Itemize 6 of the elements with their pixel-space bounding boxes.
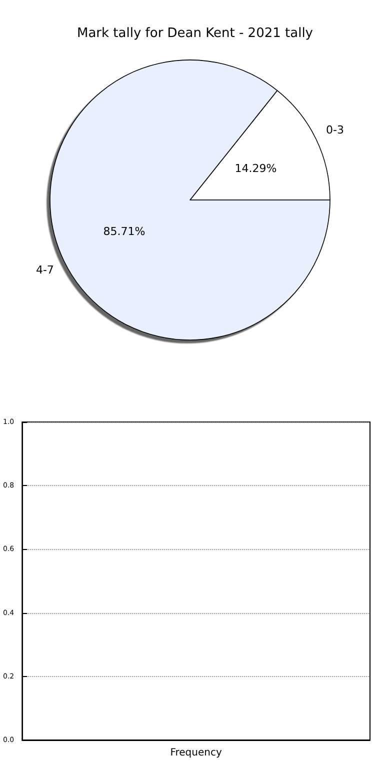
- slice-label: 4-7: [36, 263, 54, 276]
- chart-title: Mark tally for Dean Kent - 2021 tally: [76, 26, 314, 41]
- data-label: 14.29%: [234, 162, 277, 175]
- slice-label: 0-3: [326, 124, 344, 137]
- x-tick-label: Frequency: [170, 748, 222, 758]
- data-label: 85.71%: [103, 225, 146, 238]
